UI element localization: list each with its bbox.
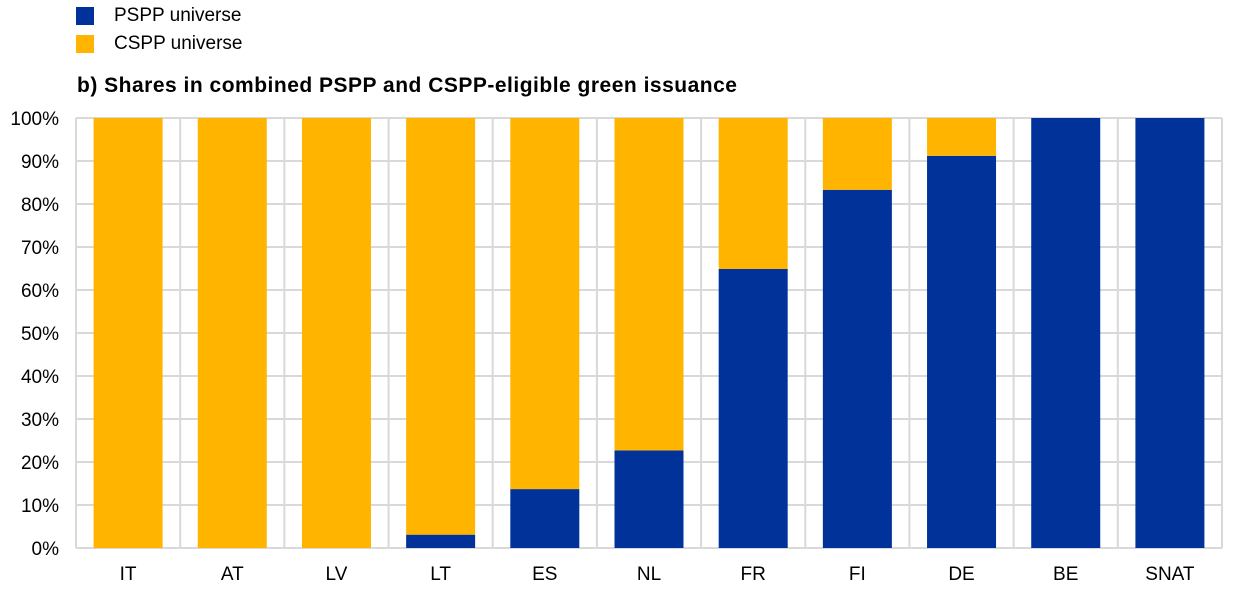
- y-tick-label: 0%: [32, 539, 60, 560]
- x-tick-label: NL: [637, 564, 661, 585]
- bar-lt-cspp: [406, 118, 476, 535]
- x-tick-label: ES: [532, 564, 557, 585]
- legend-item-cspp: CSPP universe: [76, 30, 243, 58]
- x-tick-label: BE: [1053, 564, 1078, 585]
- bar-de-cspp: [927, 118, 997, 156]
- y-tick-label: 60%: [21, 281, 59, 302]
- bar-be-pspp: [1031, 118, 1101, 548]
- x-tick-label: SNAT: [1145, 564, 1195, 585]
- legend-swatch-pspp: [76, 7, 94, 25]
- legend-label-cspp: CSPP universe: [114, 33, 243, 54]
- bar-lt-pspp: [406, 534, 476, 548]
- y-tick-label: 50%: [21, 324, 59, 345]
- legend-swatch-cspp: [76, 35, 94, 53]
- x-tick-label: IT: [120, 564, 137, 585]
- y-tick-label: 30%: [21, 410, 59, 431]
- y-tick-label: 90%: [21, 152, 59, 173]
- bar-nl-cspp: [614, 118, 684, 451]
- y-tick-label: 10%: [21, 496, 59, 517]
- x-tick-label: DE: [948, 564, 974, 585]
- chart-title: b) Shares in combined PSPP and CSPP-elig…: [77, 74, 738, 97]
- x-tick-label: FI: [849, 564, 866, 585]
- y-tick-label: 70%: [21, 238, 59, 259]
- x-axis-ticks: IT AT LV LT ES NL FR FI DE BE SNAT: [120, 564, 1195, 585]
- y-axis-ticks: 0% 10% 20% 30% 40% 50% 60% 70% 80% 90% 100%: [10, 109, 59, 560]
- y-tick-label: 40%: [21, 367, 59, 388]
- bar-fi-cspp: [822, 118, 892, 190]
- chart-legend: PSPP universe CSPP universe: [76, 2, 243, 58]
- bar-fr-cspp: [718, 118, 788, 269]
- x-tick-label: LV: [326, 564, 348, 585]
- x-tick-label: LT: [430, 564, 451, 585]
- legend-label-pspp: PSPP universe: [114, 5, 242, 26]
- bar-lv-cspp: [301, 118, 371, 548]
- bar-it-cspp: [93, 118, 163, 548]
- bar-snat-pspp: [1135, 118, 1205, 548]
- bar-fi-pspp: [822, 189, 892, 548]
- x-tick-label: AT: [221, 564, 244, 585]
- bar-de-pspp: [927, 155, 997, 548]
- bar-es-cspp: [510, 118, 580, 490]
- bar-es-pspp: [510, 489, 580, 548]
- y-tick-label: 20%: [21, 453, 59, 474]
- legend-item-pspp: PSPP universe: [76, 2, 243, 30]
- y-tick-label: 80%: [21, 195, 59, 216]
- bar-nl-pspp: [614, 450, 684, 548]
- bars: [93, 118, 1205, 548]
- bar-at-cspp: [197, 118, 267, 548]
- y-tick-label: 100%: [10, 109, 59, 130]
- bar-fr-pspp: [718, 268, 788, 548]
- x-tick-label: FR: [741, 564, 766, 585]
